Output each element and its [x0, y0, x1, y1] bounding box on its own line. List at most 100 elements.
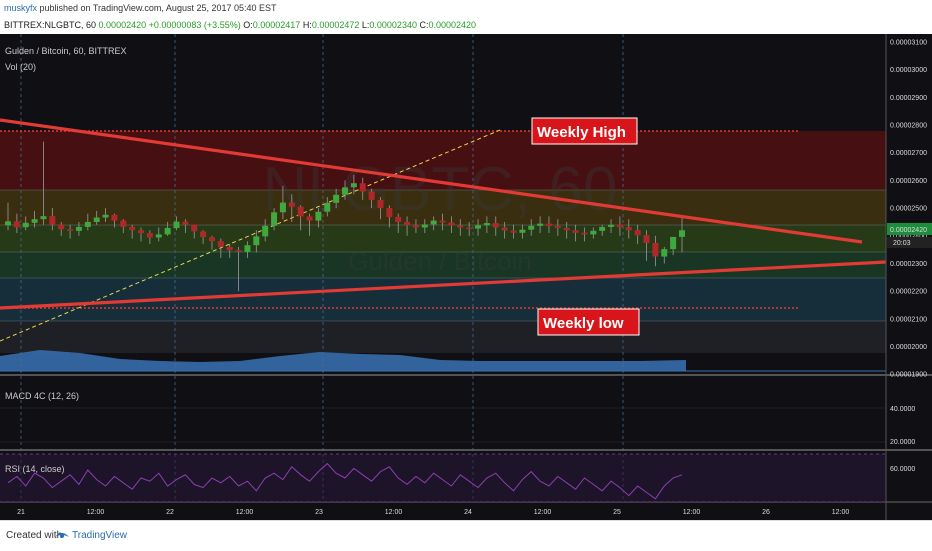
zone-dark — [0, 321, 886, 353]
weekly-high-label: Weekly High — [537, 124, 626, 141]
candle-body — [164, 228, 171, 235]
rsi-band — [0, 454, 886, 502]
price-tick-label: 0.00003000 — [890, 67, 927, 74]
price-tick-label: 0.00002400 — [890, 233, 927, 240]
price-tick-label: 0.00002000 — [890, 344, 927, 351]
time-tick-label: 12:00 — [683, 509, 701, 516]
time-tick-label: 12:00 — [534, 509, 552, 516]
candle-body — [67, 229, 74, 231]
candle-body — [395, 216, 402, 222]
candle-body — [670, 236, 677, 250]
candle-body — [661, 249, 668, 257]
time-tick-label: 21 — [17, 509, 25, 516]
candle-body — [572, 230, 579, 233]
price-tick-label: 0.00002500 — [890, 206, 927, 213]
candle-body — [439, 220, 446, 223]
price-tick-label: 0.00002300 — [890, 261, 927, 268]
candle-body — [262, 225, 269, 237]
price-tick-label: 0.00002100 — [890, 316, 927, 323]
current-price-badge — [887, 223, 932, 235]
author-link[interactable]: muskyfx — [4, 3, 38, 13]
candle-body — [599, 226, 606, 231]
candle-body — [5, 221, 11, 226]
candle-body — [279, 202, 286, 213]
open-label: O: — [243, 20, 253, 30]
candle-body — [111, 214, 118, 221]
zone-lime — [0, 225, 886, 252]
low-value: 0.00002340 — [369, 20, 417, 30]
candle-body — [377, 199, 384, 209]
candle-body — [13, 221, 20, 228]
publish-info: published on TradingView.com, August 25,… — [37, 3, 277, 13]
upper-trendline[interactable] — [0, 118, 863, 244]
candle-body — [226, 246, 233, 251]
rsi-label: RSI (14, close) — [5, 464, 65, 474]
candle-body — [306, 216, 313, 221]
footer: Created with TradingView — [0, 520, 932, 551]
time-tick-label: 12:00 — [236, 509, 254, 516]
close-label: C: — [419, 20, 429, 30]
candle-body — [457, 225, 464, 228]
time-tick-label: 26 — [762, 509, 770, 516]
candle-body — [173, 221, 180, 229]
countdown-badge — [887, 237, 932, 248]
price-axis[interactable]: 0.00003100 0.00003000 0.00002900 0.00002800… — [890, 40, 927, 379]
candle-body — [448, 222, 455, 226]
candle-body — [492, 223, 499, 228]
candle-body — [643, 235, 650, 243]
publish-line: muskyfx published on TradingView.com, Au… — [4, 3, 277, 13]
candle-body — [333, 194, 340, 203]
weekly-high-box[interactable] — [531, 117, 638, 145]
price-tick-label: 0.00003100 — [890, 40, 927, 47]
candle-body — [501, 227, 508, 231]
candle-body — [528, 225, 535, 230]
candle-body — [191, 224, 198, 232]
time-tick-label: 23 — [315, 509, 323, 516]
time-axis[interactable]: 21 12:00 22 12:00 23 12:00 24 12:00 25 12:00 26 12:… — [17, 509, 849, 516]
price-tick-label: 0.00002700 — [890, 150, 927, 157]
candle-body — [217, 241, 224, 247]
macd-tick: 20.0000 — [890, 439, 915, 446]
day-dividers — [20, 34, 624, 502]
volume-label: Vol (20) — [5, 62, 36, 72]
candle-body — [315, 211, 322, 221]
candle-body — [679, 230, 685, 237]
candle-body — [120, 220, 127, 227]
candle-body — [466, 227, 473, 229]
candle-body — [350, 183, 357, 188]
weekly-low-label: Weekly low — [543, 315, 624, 332]
low-label: L: — [361, 20, 370, 30]
zone-green — [0, 252, 886, 278]
candle-body — [475, 225, 482, 229]
lower-trendline[interactable] — [0, 260, 887, 310]
price-tick-label: 0.00002600 — [890, 178, 927, 185]
candle-body — [368, 191, 375, 200]
candle-body — [129, 226, 136, 231]
candle-body — [138, 230, 145, 234]
candle-body — [40, 216, 47, 220]
macd-label: MACD 4C (12, 26) — [5, 391, 79, 401]
candle-body — [93, 217, 100, 222]
candle-body — [590, 230, 597, 235]
price-change: +0.00000083 (+3.55%) — [148, 20, 241, 30]
weekly-low-box[interactable] — [537, 308, 640, 336]
watermark-name: Gulden / Bitcoin — [348, 246, 532, 276]
candle-body — [519, 229, 526, 233]
price-chart[interactable]: NLGBTC, 60 Gulden / Bitcoin Weekly High … — [0, 34, 932, 520]
time-tick-label: 12:00 — [832, 509, 850, 516]
candle-body — [537, 223, 544, 226]
candle-body — [102, 214, 109, 218]
price-tick-label: 0.00002200 — [890, 289, 927, 296]
candle-body — [421, 224, 428, 228]
candle-body — [22, 222, 29, 228]
rsi-line — [7, 462, 683, 500]
candle-body — [324, 202, 331, 212]
candle-body — [581, 232, 588, 235]
tradingview-logo-icon — [55, 533, 69, 538]
candle-body — [182, 221, 189, 225]
high-value: 0.00002472 — [311, 20, 360, 30]
price-tick-label: 0.00002900 — [890, 95, 927, 102]
price-tick-label: 0.00002800 — [890, 123, 927, 130]
candle-body — [342, 187, 348, 195]
tradingview-link[interactable]: TradingView — [72, 530, 128, 541]
